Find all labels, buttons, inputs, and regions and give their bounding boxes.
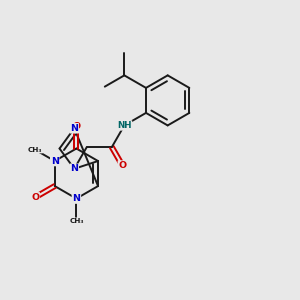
Text: N: N [51, 157, 59, 166]
Text: NH: NH [117, 121, 132, 130]
Text: O: O [31, 193, 39, 202]
Text: N: N [72, 194, 80, 203]
Text: CH₃: CH₃ [69, 218, 84, 224]
Text: N: N [70, 164, 78, 173]
Text: O: O [118, 161, 127, 170]
Text: N: N [70, 124, 78, 133]
Text: O: O [72, 122, 80, 130]
Text: CH₃: CH₃ [28, 147, 43, 153]
